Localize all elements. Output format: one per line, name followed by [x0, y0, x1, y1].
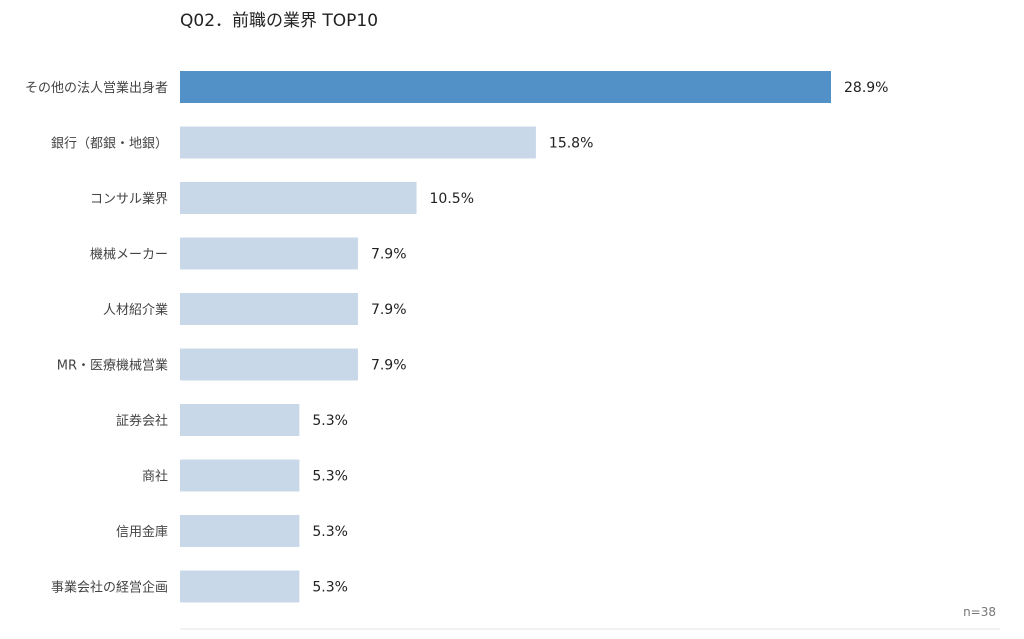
value-label: 15.8% — [549, 136, 593, 152]
value-label: 5.3% — [312, 469, 348, 485]
category-label: 信用金庫 — [116, 524, 168, 540]
category-label: コンサル業界 — [90, 191, 168, 207]
bar — [180, 515, 300, 547]
bar — [180, 404, 300, 436]
bar — [180, 126, 536, 159]
bar — [180, 348, 358, 381]
category-label: 商社 — [142, 469, 168, 485]
value-label: 5.3% — [312, 580, 348, 596]
category-label: 事業会社の経営企画 — [51, 580, 168, 596]
value-label: 5.3% — [312, 524, 348, 540]
value-label: 5.3% — [312, 413, 348, 429]
category-label: その他の法人営業出身者 — [25, 80, 168, 96]
value-label: 7.9% — [371, 358, 407, 374]
value-label: 7.9% — [371, 302, 407, 318]
category-label: 人材紹介業 — [103, 302, 168, 318]
bar — [180, 293, 358, 325]
category-label: 証券会社 — [116, 413, 168, 429]
chart-title: Q02．前職の業界 TOP10 — [180, 11, 379, 31]
bar — [180, 182, 417, 214]
category-label: 銀行（都銀・地銀） — [51, 137, 168, 152]
value-label: 28.9% — [844, 80, 888, 96]
category-label: MR・医療機械営業 — [57, 358, 168, 374]
bar — [180, 237, 358, 270]
sample-size-note: n=38 — [963, 605, 996, 619]
bar — [180, 459, 300, 492]
value-label: 7.9% — [371, 247, 407, 263]
value-label: 10.5% — [430, 191, 474, 207]
category-label: 機械メーカー — [90, 248, 168, 263]
bar — [180, 570, 300, 603]
bar — [180, 71, 831, 103]
